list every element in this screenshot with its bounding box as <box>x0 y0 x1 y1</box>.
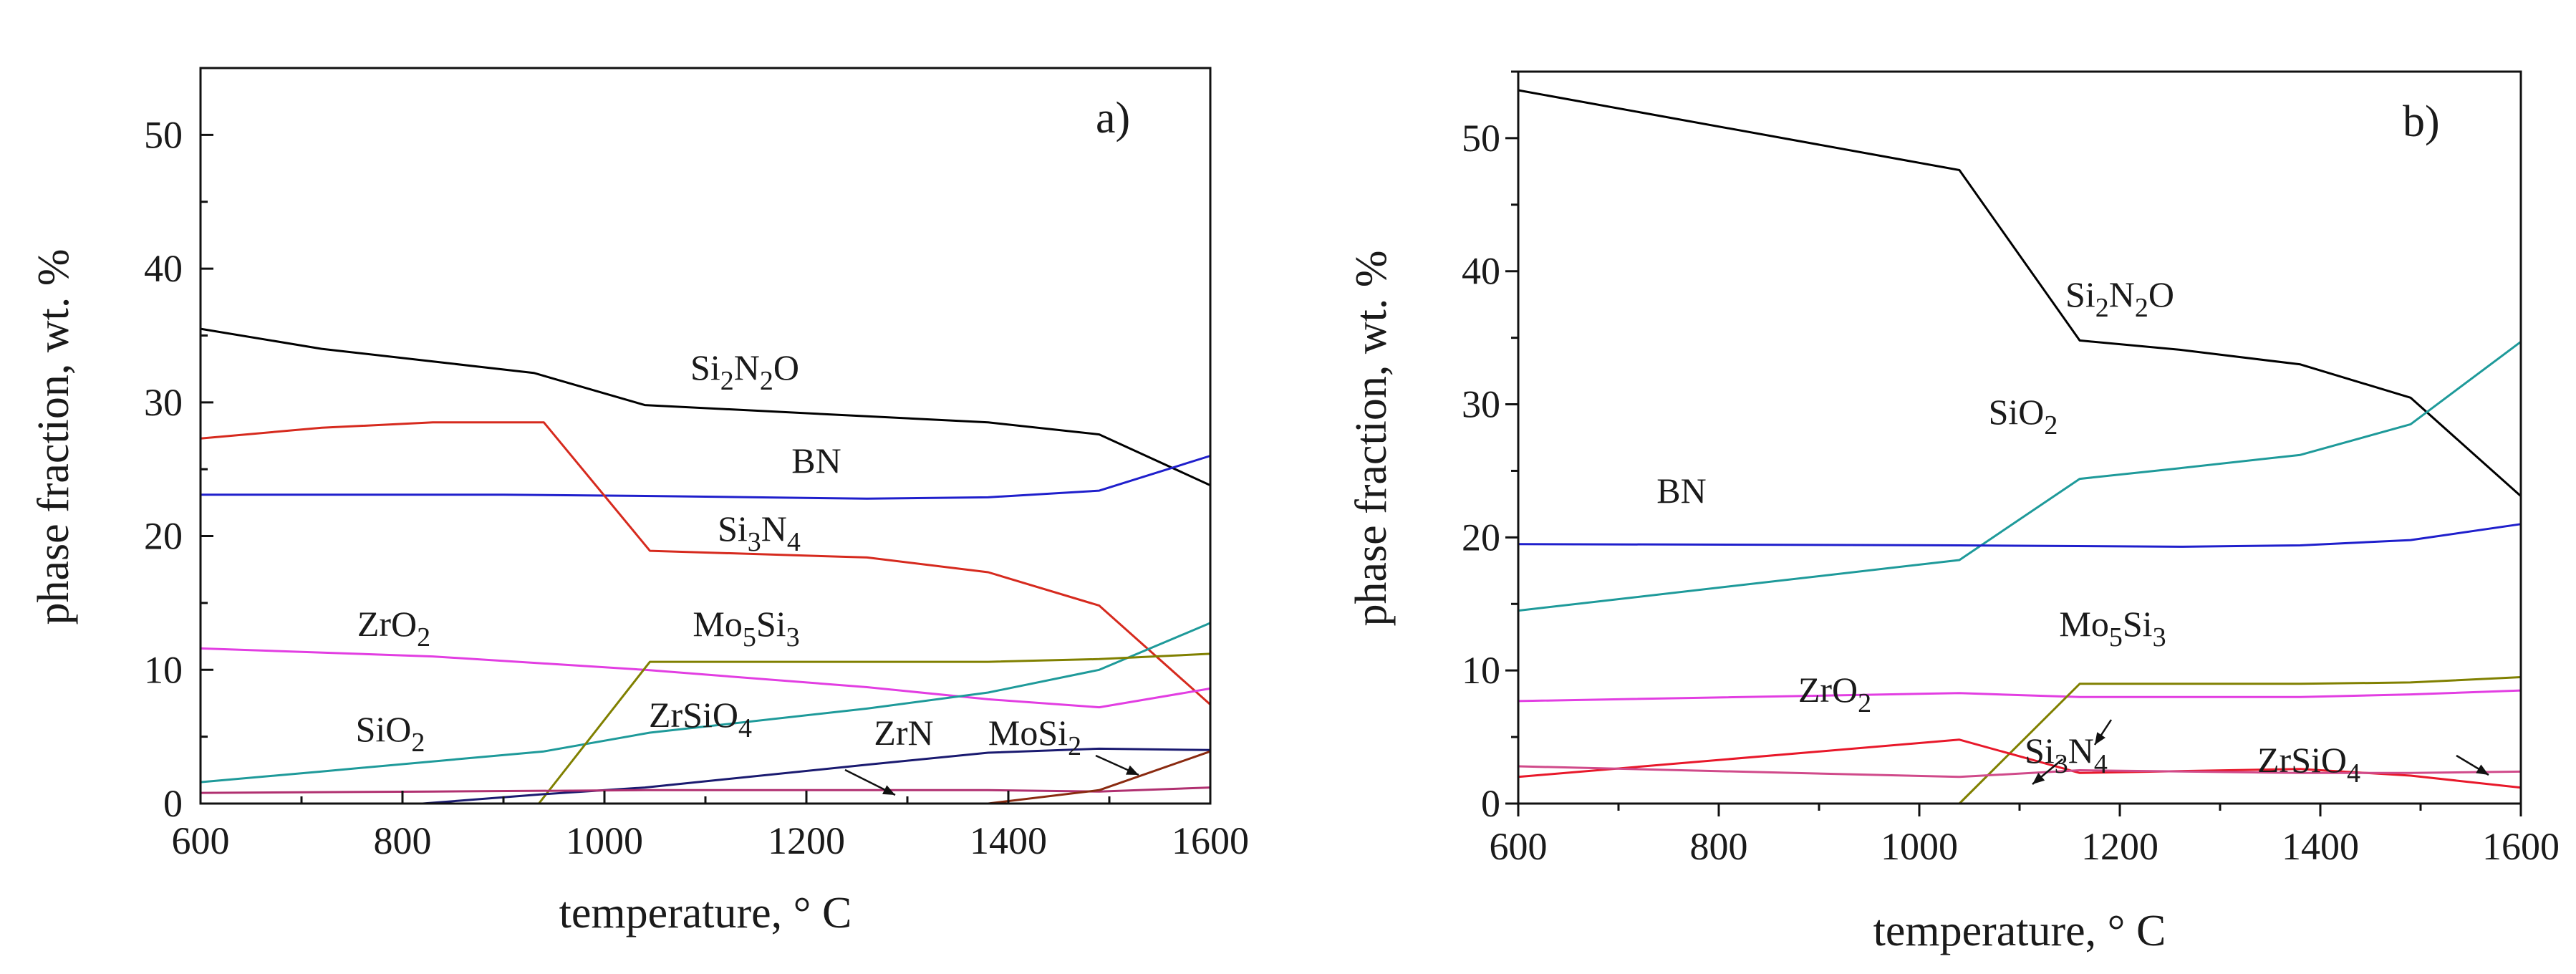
series-sio2-line-a <box>200 622 1211 783</box>
x-tick-label: 1600 <box>2482 825 2560 868</box>
y-tick-label: 30 <box>144 381 183 424</box>
y-tick-label: 10 <box>1462 649 1500 692</box>
y-tick-label: 30 <box>1462 383 1500 426</box>
phase-label-mo5si3-a: Mo5​Si3​ <box>693 604 799 652</box>
series-zro2-line-b <box>1518 689 2522 703</box>
phase-label-mo5si3-b: Mo5​Si3​ <box>2059 604 2166 652</box>
series-zrn-line-a <box>201 747 1211 805</box>
series-si3n4-line-a <box>200 421 1211 705</box>
chart-panel-a: 600 800 1000 1200 1400 1600 0 10 20 30 40 50 tempera… <box>29 67 1249 937</box>
annotation-arrow-head <box>2032 773 2045 784</box>
y-axis-label-a: phase fraction, wt. % <box>29 249 78 625</box>
x-tick-label: 1400 <box>2282 825 2359 868</box>
annotation-arrow-head <box>882 785 895 795</box>
y-tick-label: 0 <box>163 782 183 825</box>
phase-label-zro2-a: ZrO2​ <box>357 604 430 652</box>
chart-panel-b: 600 800 1000 1200 1400 1600 0 10 20 30 40 50 tempera… <box>1347 70 2560 955</box>
y-axis-label-b: phase fraction, wt. % <box>1347 250 1396 626</box>
annotation-arrow-head <box>2095 732 2105 745</box>
y-tick-label: 40 <box>1462 250 1500 293</box>
phase-label-si2n2o-a: Si2​N2​O <box>690 347 799 396</box>
y-tick-label: 20 <box>144 515 183 558</box>
series-si2n2o-line-b <box>1518 89 2522 497</box>
x-axis-label-b: temperature, ° C <box>1873 907 2166 955</box>
phase-label-si3n4-b: Si3​N4​ <box>2025 730 2108 779</box>
phase-label-si3n4-a: Si3​N4​ <box>718 508 801 557</box>
x-tick-label: 1200 <box>2081 825 2158 868</box>
series-zrsio4-line-a <box>200 786 1211 794</box>
x-tick-label: 1400 <box>970 819 1047 862</box>
y-tick-label: 10 <box>144 648 183 691</box>
phase-label-zrn-a: ZrN <box>874 713 933 753</box>
series-bn-line-b <box>1518 523 2522 548</box>
series-si2n2o-line-a <box>200 327 1211 486</box>
phase-label-si2n2o-b: Si2​N2​O <box>2065 274 2174 323</box>
y-tick-label: 50 <box>144 113 183 156</box>
panel-label-b: b) <box>2403 97 2440 146</box>
phase-label-mosi2-a: MoSi2​ <box>988 713 1081 761</box>
annotation-arrow-head <box>1126 765 1139 775</box>
y-tick-label: 0 <box>1481 782 1500 825</box>
series-zrsio4-line-b <box>1518 765 2522 778</box>
phase-label-zro2-b: ZrO2​ <box>1798 670 1871 718</box>
x-tick-label: 800 <box>1690 825 1748 868</box>
phase-label-bn-a: BN <box>791 440 841 481</box>
x-tick-label: 600 <box>172 819 230 862</box>
annotation-arrow-head <box>2476 764 2489 775</box>
x-axis-label-a: temperature, ° C <box>559 889 852 937</box>
plot-frame-b <box>1517 70 2522 805</box>
series-bn-line-a <box>201 455 1211 500</box>
x-tick-label: 1200 <box>768 819 845 862</box>
y-tick-label: 40 <box>144 247 183 290</box>
x-tick-label: 1600 <box>1172 819 1249 862</box>
series-zro2-line-a <box>200 647 1211 709</box>
x-tick-label: 1000 <box>566 819 643 862</box>
series-mosi2-line-a <box>201 750 1211 805</box>
phase-label-sio2-b: SiO2​ <box>1989 392 2058 440</box>
y-tick-label: 50 <box>1462 117 1500 160</box>
plot-frame-a <box>199 67 1212 805</box>
phase-label-zrsio4-a: ZrSiO4​ <box>649 695 752 743</box>
phase-label-bn-b: BN <box>1656 471 1706 511</box>
x-tick-label: 600 <box>1490 825 1548 868</box>
series-sio2-line-b <box>1518 340 2522 612</box>
x-tick-label: 1000 <box>1881 825 1958 868</box>
phase-label-sio2-a: SiO2​ <box>356 709 425 758</box>
series-si3n4-line-b <box>1518 738 2522 789</box>
y-tick-label: 20 <box>1462 516 1500 559</box>
phase-label-zrsio4-b: ZrSiO4​ <box>2257 740 2360 789</box>
x-tick-label: 800 <box>374 819 432 862</box>
panel-label-a: a) <box>1096 94 1130 143</box>
